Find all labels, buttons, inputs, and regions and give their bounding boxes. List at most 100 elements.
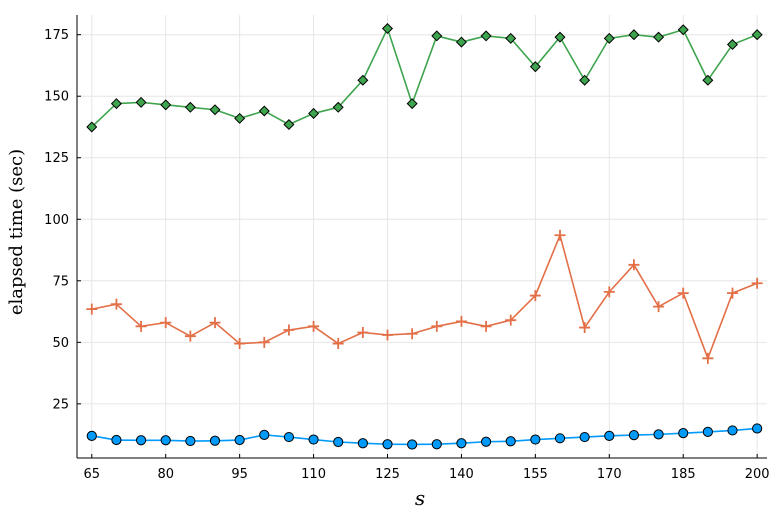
data-point	[455, 36, 467, 48]
data-point	[258, 105, 270, 117]
data-point	[554, 229, 566, 241]
data-point	[283, 119, 295, 131]
series-1-line	[91, 427, 758, 446]
data-point	[308, 320, 320, 332]
data-point	[727, 287, 738, 299]
data-point	[603, 286, 615, 298]
data-point	[579, 322, 591, 334]
data-point	[579, 74, 591, 86]
data-point	[86, 121, 98, 133]
data-point	[431, 439, 442, 450]
data-point	[406, 98, 418, 110]
data-point	[283, 324, 295, 336]
data-point	[110, 298, 122, 310]
data-point	[234, 338, 246, 350]
data-point	[357, 438, 368, 449]
data-point	[431, 320, 443, 332]
data-point	[407, 439, 418, 450]
data-point	[480, 30, 492, 42]
y-tick-label: 125	[44, 151, 69, 166]
data-point	[332, 338, 344, 350]
data-point	[209, 435, 221, 446]
data-point	[628, 259, 640, 271]
axes	[76, 15, 767, 459]
y-axis-label: elapsed time (sec)	[6, 149, 27, 315]
data-point	[357, 326, 369, 338]
data-point	[160, 317, 172, 329]
x-tick-label: 110	[301, 467, 326, 482]
x-tick-label: 80	[157, 467, 174, 482]
data-point	[382, 439, 393, 450]
data-point	[751, 29, 763, 41]
data-point	[111, 434, 122, 446]
plot-area	[86, 23, 763, 450]
data-point	[333, 436, 344, 448]
data-point	[653, 31, 665, 43]
data-point	[702, 426, 713, 438]
data-point	[185, 435, 196, 447]
data-point	[529, 61, 541, 73]
y-tick-label: 25	[52, 397, 69, 412]
data-point	[86, 303, 98, 315]
data-point	[234, 434, 245, 446]
x-tick-label: 185	[671, 467, 696, 482]
data-point	[529, 290, 541, 302]
data-point	[505, 314, 517, 326]
data-point	[751, 277, 763, 289]
data-point	[726, 39, 739, 51]
data-point	[554, 433, 566, 444]
x-tick-label: 140	[449, 467, 474, 482]
series-2	[86, 229, 763, 364]
data-point	[702, 74, 714, 86]
data-point	[209, 317, 221, 329]
data-point	[382, 329, 393, 341]
x-tick-label: 95	[231, 467, 248, 482]
data-point	[234, 112, 246, 124]
data-point	[628, 29, 640, 41]
data-point	[160, 99, 172, 111]
grid-lines	[77, 15, 767, 458]
data-point	[357, 74, 369, 86]
data-point	[160, 435, 171, 446]
x-tick-label: 65	[84, 467, 101, 482]
data-point	[332, 101, 344, 113]
data-point	[184, 330, 196, 342]
y-tick-label: 175	[44, 28, 69, 43]
series-2-line	[91, 234, 758, 360]
data-point	[604, 430, 615, 441]
data-point	[505, 32, 517, 44]
series-3	[86, 23, 763, 133]
data-point	[579, 431, 590, 443]
y-tick-label: 50	[52, 336, 69, 351]
x-tick-label: 170	[597, 467, 622, 482]
x-axis-label: s	[415, 486, 425, 510]
data-point	[752, 423, 763, 434]
data-point	[184, 101, 196, 113]
data-point	[86, 430, 97, 441]
data-point	[381, 23, 394, 35]
data-point	[456, 438, 467, 449]
data-point	[678, 428, 689, 439]
data-point	[135, 320, 147, 332]
data-point	[283, 431, 295, 443]
y-tick-label: 150	[44, 90, 69, 105]
data-point	[554, 31, 566, 43]
data-point	[135, 435, 147, 446]
x-tick-label: 200	[745, 467, 770, 482]
data-point	[530, 434, 541, 445]
data-point	[406, 328, 418, 340]
data-point	[308, 107, 320, 119]
series-1	[86, 423, 763, 450]
series-3-line	[91, 27, 758, 128]
data-point	[209, 104, 221, 116]
data-point	[258, 336, 270, 348]
data-point	[135, 96, 147, 108]
data-point	[653, 301, 665, 313]
data-point	[677, 24, 689, 36]
x-tick-label: 125	[375, 467, 400, 482]
data-point	[603, 32, 615, 44]
data-point	[653, 429, 664, 440]
data-point	[431, 30, 443, 42]
data-point	[480, 436, 492, 447]
